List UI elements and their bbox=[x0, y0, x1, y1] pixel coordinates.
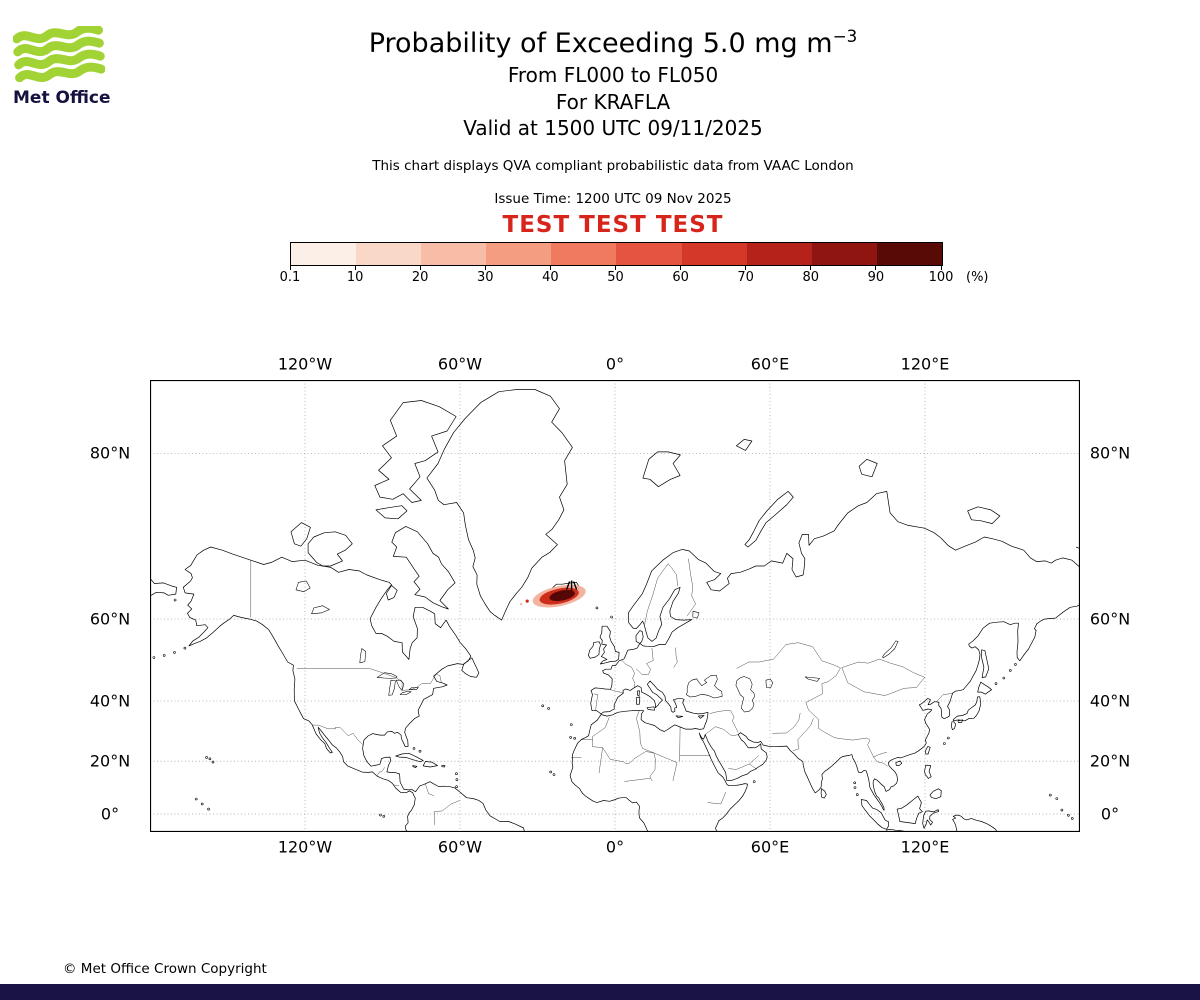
lat-label-left: 60°N bbox=[89, 609, 131, 629]
met-office-logo-text: Met Office bbox=[13, 88, 111, 108]
lat-label-right: 0° bbox=[1100, 804, 1120, 824]
lon-label-top: 0° bbox=[605, 354, 625, 374]
lat-label-left: 40°N bbox=[89, 691, 131, 711]
map-frame bbox=[150, 380, 1080, 832]
colorbar-tick-label: 40 bbox=[542, 270, 559, 285]
colorbar-tick-label: 70 bbox=[737, 270, 754, 285]
colorbar-segment bbox=[876, 243, 942, 265]
lon-label-bottom: 60°W bbox=[437, 837, 483, 857]
colorbar-tick bbox=[875, 266, 877, 270]
lon-label-bottom: 60°E bbox=[750, 837, 790, 857]
colorbar-segment bbox=[551, 243, 617, 265]
lon-label-top: 120°W bbox=[277, 354, 333, 374]
ash-plume-speckle bbox=[520, 602, 523, 606]
colorbar-tick bbox=[810, 266, 812, 270]
flight-level-range: From FL000 to FL050 bbox=[507, 63, 719, 87]
lon-label-top: 60°E bbox=[750, 354, 790, 374]
colorbar-tick bbox=[354, 266, 356, 270]
lat-label-right: 20°N bbox=[1089, 751, 1131, 771]
colorbar-tick bbox=[419, 266, 421, 270]
chart-title: Probability of Exceeding 5.0 mg m−3 bbox=[26, 26, 1200, 59]
volcano-eruption-icon bbox=[565, 580, 578, 591]
ash-plume-speckle bbox=[525, 599, 529, 603]
lat-label-left: 0° bbox=[100, 804, 120, 824]
lat-label-left: 80°N bbox=[89, 443, 131, 463]
brand-bar bbox=[0, 984, 1200, 1000]
chart-title-text: Probability of Exceeding 5.0 mg m bbox=[368, 28, 833, 59]
lat-label-right: 80°N bbox=[1089, 443, 1131, 463]
colorbar-segment bbox=[616, 243, 682, 265]
valid-time-line: Valid at 1500 UTC 09/11/2025 bbox=[463, 116, 763, 140]
colorbar-tick bbox=[940, 266, 942, 270]
colorbar-tick-label: 50 bbox=[607, 270, 624, 285]
volcano-name-line: For KRAFLA bbox=[555, 90, 671, 114]
colorbar-tick bbox=[289, 266, 291, 270]
lon-label-bottom: 120°W bbox=[277, 837, 333, 857]
colorbar-tick-label: 60 bbox=[672, 270, 689, 285]
lat-label-left: 20°N bbox=[89, 751, 131, 771]
colorbar-segment bbox=[746, 243, 812, 265]
test-banner: TEST TEST TEST bbox=[502, 212, 724, 238]
colorbar-tick-label: 20 bbox=[411, 270, 429, 285]
colorbar-tick-label: 90 bbox=[867, 270, 885, 285]
lon-label-bottom: 0° bbox=[605, 837, 625, 857]
met-office-logo-waves-icon bbox=[12, 23, 106, 83]
lat-label-right: 40°N bbox=[1089, 691, 1131, 711]
colorbar bbox=[290, 242, 943, 266]
colorbar-tick bbox=[615, 266, 616, 270]
lat-label-right: 60°N bbox=[1089, 609, 1131, 629]
colorbar-tick-label: 10 bbox=[346, 270, 364, 285]
copyright-text: © Met Office Crown Copyright bbox=[63, 961, 267, 977]
coastlines bbox=[150, 389, 1080, 832]
colorbar-tick-label: 100 bbox=[928, 270, 954, 285]
colorbar-segment bbox=[291, 243, 357, 265]
colorbar-segment bbox=[356, 243, 422, 265]
lon-label-top: 60°W bbox=[437, 354, 483, 374]
lon-label-top: 120°E bbox=[900, 354, 950, 374]
colorbar-tick-label: 0.1 bbox=[279, 270, 301, 285]
colorbar-tick bbox=[680, 266, 682, 270]
met-office-logo: Met Office bbox=[12, 23, 123, 108]
colorbar-segment bbox=[811, 243, 877, 265]
colorbar-tick-label: 30 bbox=[477, 270, 494, 285]
colorbar-unit: (%) bbox=[966, 270, 989, 285]
colorbar-tick bbox=[745, 266, 747, 270]
lon-label-bottom: 120°E bbox=[900, 837, 950, 857]
colorbar-tick-label: 80 bbox=[802, 270, 820, 285]
colorbar-segment bbox=[421, 243, 487, 265]
small-islands bbox=[152, 598, 1074, 820]
colorbar-tick bbox=[484, 266, 486, 270]
world-map bbox=[150, 380, 1080, 832]
chart-description: This chart displays QVA compliant probab… bbox=[372, 158, 854, 174]
issue-time: Issue Time: 1200 UTC 09 Nov 2025 bbox=[494, 191, 732, 207]
country-borders bbox=[250, 558, 953, 825]
colorbar-segment bbox=[681, 243, 747, 265]
colorbar-tick bbox=[549, 266, 551, 270]
graticule bbox=[150, 380, 1080, 832]
chart-title-exponent: −3 bbox=[832, 26, 858, 46]
ash-plume bbox=[532, 584, 586, 608]
colorbar-segment bbox=[486, 243, 552, 265]
